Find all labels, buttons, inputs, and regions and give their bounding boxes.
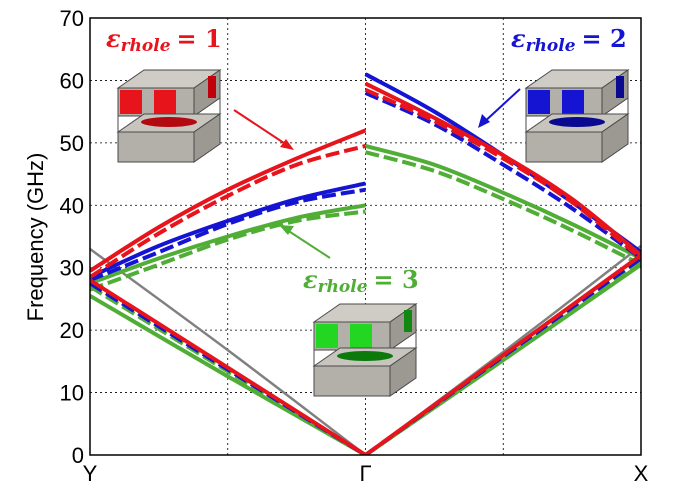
arrow-eps2 [481, 88, 521, 125]
arrow-eps1-head [280, 139, 294, 150]
annotation-eps2-subscript: rhole [526, 36, 576, 56]
y-tick-label-6: 60 [60, 68, 84, 93]
unit-cell-eps2-image [524, 69, 630, 163]
arrow-eps3 [283, 227, 331, 259]
series-line-17-eps1-solid [364, 253, 641, 455]
series-line-16-eps3-dashed [364, 150, 641, 267]
series-line-5-eps3-dashed [90, 209, 366, 292]
annotation-eps3-subscript: rhole [318, 277, 368, 297]
y-tick-label-2: 20 [60, 318, 84, 343]
x-tick-label-1: Γ [359, 461, 371, 486]
series-line-11-eps1-solid [364, 81, 641, 257]
y-tick-label-1: 10 [60, 381, 84, 406]
series-line-2-eps2-solid [90, 181, 366, 279]
annotation-arrows [233, 88, 521, 259]
y-axis-title: Frequency (GHz) [23, 153, 48, 322]
y-tick-label-7: 70 [60, 6, 84, 31]
annotation-eps3-symbol: ε [303, 265, 318, 294]
annotation-eps2-value: = 2 [582, 24, 627, 53]
series-line-12-eps1-dashed [364, 87, 641, 260]
arrow-eps1 [233, 109, 291, 148]
unit-cell-eps1-image [116, 69, 222, 163]
dispersion-curves [90, 72, 641, 455]
series-line-15-eps3-solid [364, 144, 641, 261]
series-line-6-eps1-solid [90, 278, 367, 455]
y-tick-label-0: 0 [72, 443, 84, 468]
unit-cell-eps3-image [312, 303, 418, 397]
series-line-14-eps2-dashed [364, 91, 641, 260]
annotation-eps1-value: = 1 [177, 24, 222, 53]
annotation-eps2: εrhole = 2 [511, 24, 627, 56]
series-line-4-eps3-solid [90, 203, 366, 286]
annotation-eps2-symbol: ε [511, 24, 526, 53]
annotation-eps1-subscript: rhole [121, 36, 171, 56]
plot-frame [89, 17, 642, 456]
x-tick-label-2: X [634, 461, 649, 486]
series-line-0-eps1-solid [90, 128, 367, 273]
annotation-eps3-value: = 3 [374, 265, 419, 294]
x-tick-label-0: Y [83, 461, 98, 486]
y-tick-label-5: 50 [60, 131, 84, 156]
y-tick-label-3: 30 [60, 256, 84, 281]
annotation-eps1: εrhole = 1 [106, 24, 222, 56]
arrow-eps3-head [279, 225, 294, 235]
annotation-eps3: εrhole = 3 [303, 265, 419, 297]
annotation-eps1-symbol: ε [106, 24, 121, 53]
arrow-eps2-head [478, 114, 490, 128]
y-axis-ticks: 0 10 20 30 40 50 60 70 [60, 6, 84, 468]
y-tick-label-4: 40 [60, 193, 84, 218]
series-line-3-eps2-dashed [90, 187, 366, 283]
series-line-1-eps1-dashed [90, 144, 367, 279]
